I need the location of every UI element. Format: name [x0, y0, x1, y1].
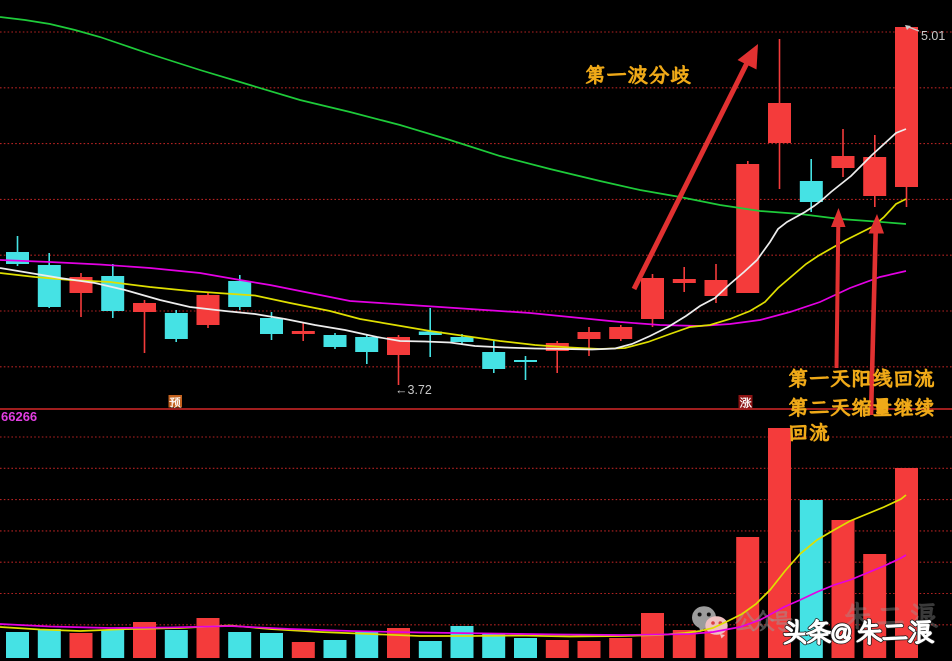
- svg-text:66266: 66266: [1, 409, 37, 424]
- svg-text:←3.72: ←3.72: [395, 383, 432, 397]
- svg-text:5.01: 5.01: [921, 29, 945, 43]
